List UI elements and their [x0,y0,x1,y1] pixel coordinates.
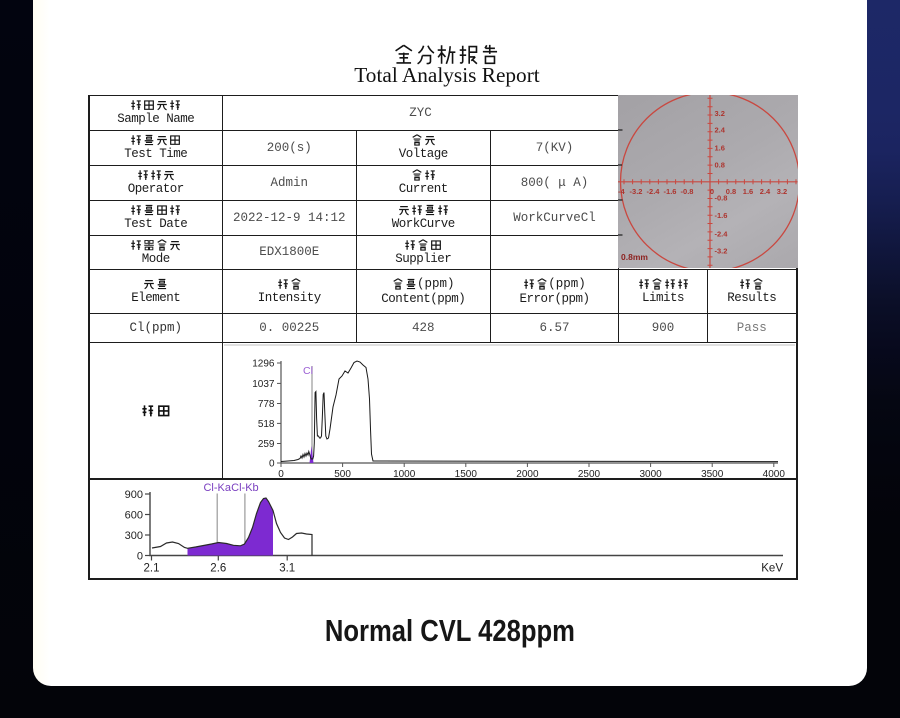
svg-text:1.6: 1.6 [743,187,753,196]
svg-text:2.6: 2.6 [210,563,226,575]
svg-text:1296: 1296 [252,359,275,370]
svg-text:2.1: 2.1 [143,563,159,575]
svg-text:4000: 4000 [763,469,786,478]
svg-text:778: 778 [258,399,275,410]
svg-text:500: 500 [334,469,351,478]
svg-text:900: 900 [124,489,142,501]
svg-text:-3.2: -3.2 [715,246,728,255]
svg-text:1037: 1037 [252,379,275,390]
svg-text:-2.4: -2.4 [647,187,661,196]
svg-text:Cl-Ka: Cl-Ka [203,482,231,494]
svg-text:2500: 2500 [578,469,601,478]
svg-text:0.8: 0.8 [715,160,725,169]
svg-text:0: 0 [278,469,284,478]
svg-text:-2.4: -2.4 [715,229,729,238]
svg-text:0: 0 [136,551,142,563]
svg-text:1000: 1000 [393,469,416,478]
svg-text:3.2: 3.2 [777,187,787,196]
svg-text:300: 300 [124,530,142,542]
svg-text:-0.8: -0.8 [715,193,728,202]
svg-text:-4: -4 [618,187,625,196]
svg-text:KeV: KeV [761,563,783,575]
svg-text:Cl-Kb: Cl-Kb [231,482,259,494]
svg-text:2000: 2000 [516,469,539,478]
svg-text:3000: 3000 [639,469,662,478]
svg-text:518: 518 [258,419,275,430]
svg-text:1.6: 1.6 [715,143,725,152]
svg-text:2.4: 2.4 [760,187,771,196]
svg-text:3.1: 3.1 [279,563,295,575]
svg-text:259: 259 [258,439,275,450]
svg-text:Cl: Cl [303,365,313,377]
svg-text:-3.2: -3.2 [630,187,643,196]
svg-text:600: 600 [124,510,142,522]
svg-text:0: 0 [269,459,275,470]
svg-text:1500: 1500 [455,469,478,478]
svg-text:3.2: 3.2 [715,109,725,118]
svg-text:2.4: 2.4 [715,125,726,134]
svg-text:-1.6: -1.6 [664,187,677,196]
svg-text:-1.6: -1.6 [715,211,728,220]
svg-text:3500: 3500 [701,469,724,478]
svg-text:0.8mm: 0.8mm [621,252,648,262]
svg-text:0.8: 0.8 [726,187,736,196]
svg-text:0: 0 [710,187,714,196]
svg-text:-0.8: -0.8 [681,187,694,196]
